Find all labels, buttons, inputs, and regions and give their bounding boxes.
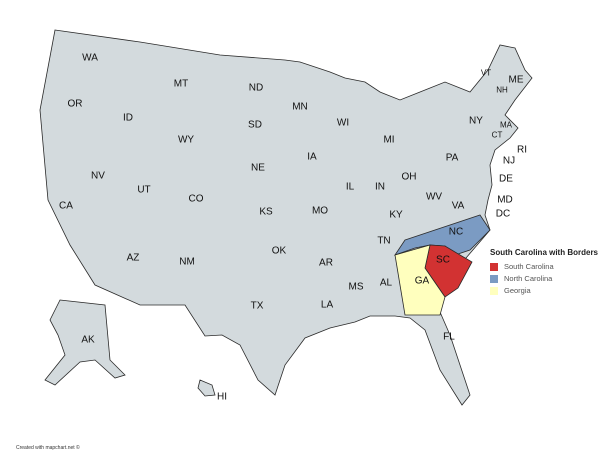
state-label-me: ME xyxy=(508,74,524,86)
state-label-ky: KY xyxy=(389,209,403,221)
state-label-az: AZ xyxy=(126,252,140,264)
legend-item-north-carolina: North Carolina xyxy=(490,274,598,283)
legend-title: South Carolina with Borders xyxy=(490,248,599,257)
state-label-co: CO xyxy=(188,193,204,205)
state-label-ga: GA xyxy=(414,275,430,287)
legend-label: Georgia xyxy=(504,286,531,295)
state-label-ma: MA xyxy=(500,120,512,130)
legend-item-georgia: Georgia xyxy=(490,286,598,295)
legend-label: South Carolina xyxy=(504,262,554,271)
state-label-ok: OK xyxy=(271,245,287,257)
state-label-ct: CT xyxy=(491,130,503,140)
state-label-la: LA xyxy=(320,299,334,311)
state-label-sd: SD xyxy=(248,119,262,131)
state-label-or: OR xyxy=(67,98,83,110)
state-label-ks: KS xyxy=(259,206,273,218)
credit-text: Created with mapchart.net © xyxy=(16,445,80,451)
state-hi[interactable] xyxy=(197,379,216,397)
state-label-ak: AK xyxy=(81,334,95,346)
state-label-mn: MN xyxy=(292,101,308,113)
state-label-nv: NV xyxy=(91,170,105,182)
state-label-pa: PA xyxy=(445,152,459,164)
state-label-md: MD xyxy=(497,194,513,206)
state-label-vt: VT xyxy=(480,68,492,78)
state-label-de: DE xyxy=(499,173,513,185)
state-label-ia: IA xyxy=(307,151,317,163)
state-label-wi: WI xyxy=(336,117,350,129)
state-label-nm: NM xyxy=(179,256,195,268)
state-label-dc: DC xyxy=(495,208,511,220)
state-label-wy: WY xyxy=(177,134,195,146)
us-mainland xyxy=(39,29,533,406)
state-label-al: AL xyxy=(379,277,393,289)
state-label-ar: AR xyxy=(319,257,333,269)
legend-swatch xyxy=(490,286,498,295)
state-label-ut: UT xyxy=(137,184,151,196)
state-label-oh: OH xyxy=(401,171,417,183)
state-label-nj: NJ xyxy=(502,155,516,167)
legend-swatch xyxy=(490,262,498,271)
state-label-hi: HI xyxy=(217,391,227,403)
state-ak[interactable] xyxy=(44,299,126,386)
state-ga[interactable] xyxy=(394,244,446,316)
state-label-mo: MO xyxy=(311,205,329,217)
state-label-mi: MI xyxy=(383,134,395,146)
state-label-nh: NH xyxy=(496,85,508,95)
legend-swatch xyxy=(490,274,498,283)
state-label-id: ID xyxy=(123,112,133,124)
legend-label: North Carolina xyxy=(504,274,553,283)
legend-item-south-carolina: South Carolina xyxy=(490,262,598,271)
legend: South Carolina with Borders South Caroli… xyxy=(490,248,598,298)
state-label-nc: NC xyxy=(448,226,464,238)
state-label-ri: RI xyxy=(517,144,527,156)
state-label-sc: SC xyxy=(436,254,450,266)
state-label-tn: TN xyxy=(377,235,391,247)
state-label-ny: NY xyxy=(469,115,483,127)
state-label-wv: WV xyxy=(425,191,443,203)
state-label-ne: NE xyxy=(251,162,265,174)
state-label-il: IL xyxy=(345,181,355,193)
state-label-mt: MT xyxy=(173,78,189,90)
state-label-fl: FL xyxy=(443,331,455,343)
state-label-in: IN xyxy=(375,181,385,193)
state-label-va: VA xyxy=(451,200,465,212)
state-label-tx: TX xyxy=(250,300,264,312)
state-label-wa: WA xyxy=(82,52,98,64)
state-label-ms: MS xyxy=(348,281,364,293)
state-label-nd: ND xyxy=(248,82,264,94)
state-label-ca: CA xyxy=(59,200,73,212)
